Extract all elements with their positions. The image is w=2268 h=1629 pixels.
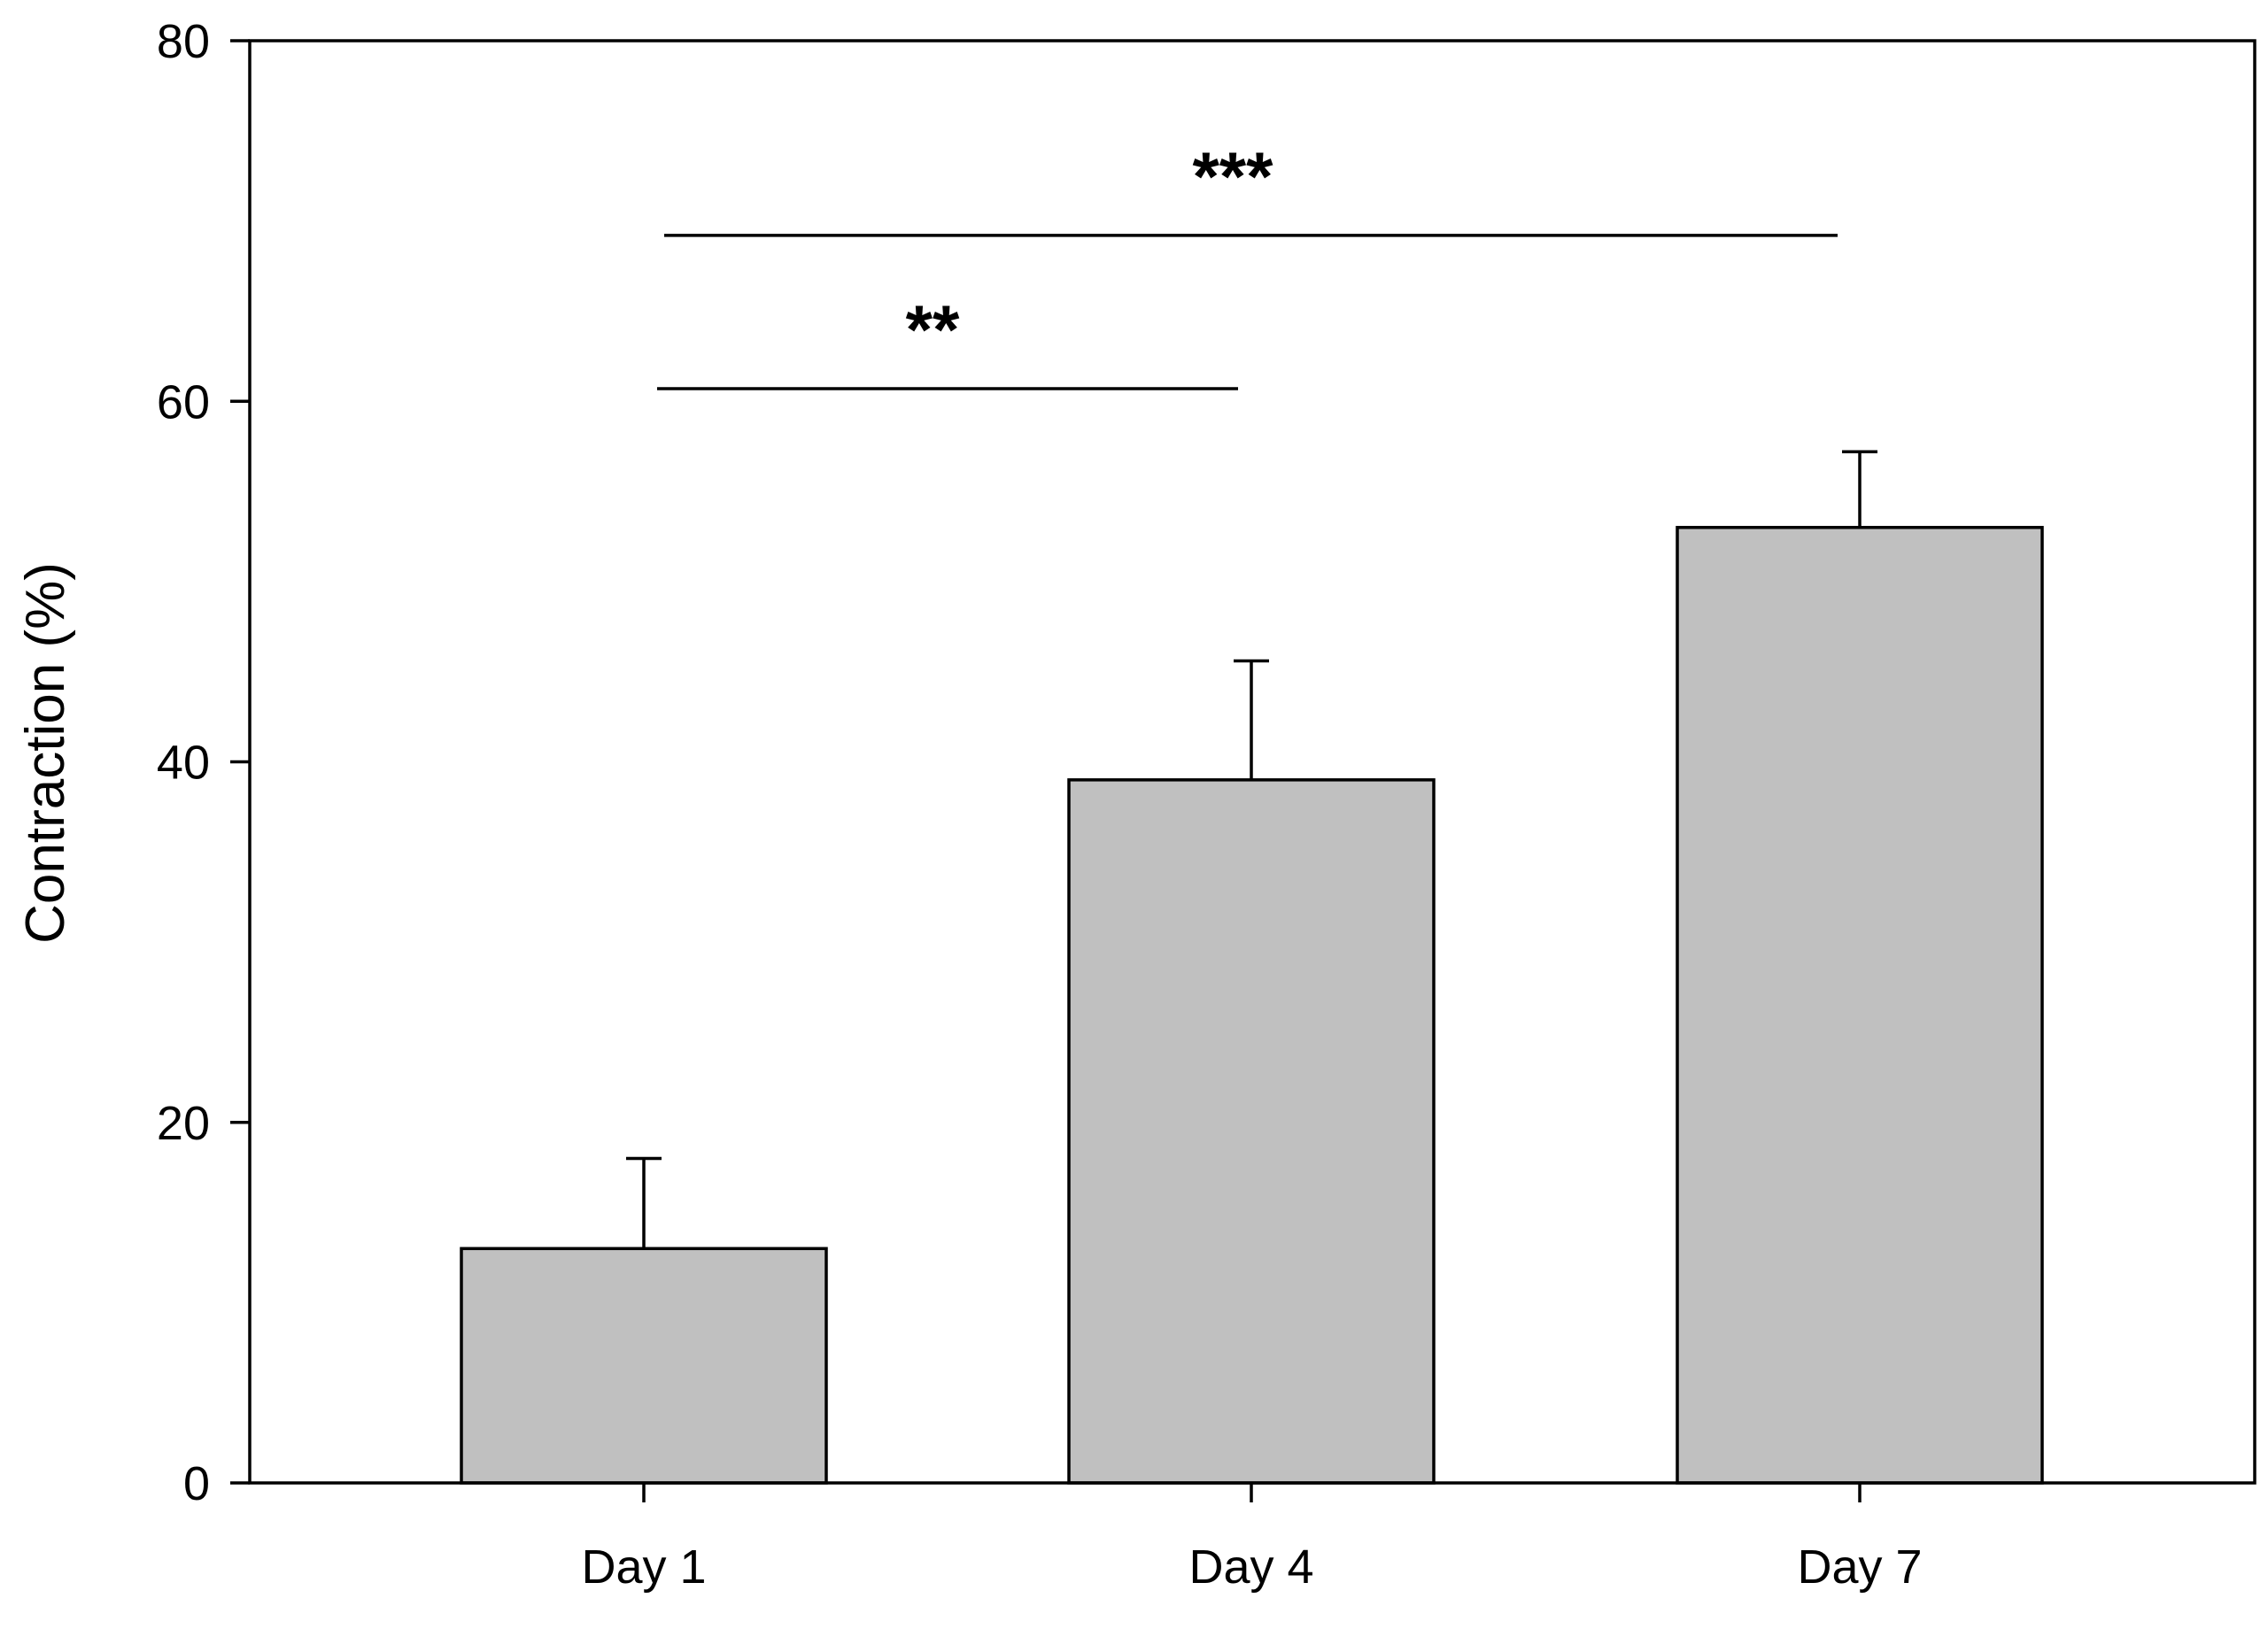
y-tick-label: 20: [157, 1097, 210, 1150]
significance-label: **: [906, 290, 960, 368]
y-tick-label: 0: [183, 1457, 210, 1510]
y-tick-label: 60: [157, 375, 210, 428]
significance-annotations: *****: [657, 137, 1838, 390]
x-tick-label: Day 4: [1188, 1540, 1313, 1594]
y-axis-label: Contraction (%): [15, 562, 76, 944]
error-bar-day-1: [626, 1156, 662, 1249]
error-bars: [626, 450, 1877, 1249]
error-bar-day-4: [1234, 659, 1269, 780]
bar-day-1: [460, 1247, 828, 1485]
y-tick-label: 80: [157, 15, 210, 68]
x-tick-label: Day 1: [581, 1540, 706, 1594]
x-tick-label: Day 7: [1797, 1540, 1922, 1594]
error-bar-day-7: [1842, 450, 1877, 528]
bar-day-4: [1067, 778, 1436, 1485]
bars: [460, 526, 2044, 1485]
axes: 0 20 40 60 80 Day 1 Day 4 Day 7: [157, 15, 2256, 1594]
bar-day-7: [1676, 526, 2044, 1485]
y-tick-label: 40: [157, 737, 210, 790]
significance-label: ***: [1192, 137, 1273, 215]
significance-1: **: [657, 290, 1238, 390]
significance-2: ***: [664, 137, 1838, 237]
